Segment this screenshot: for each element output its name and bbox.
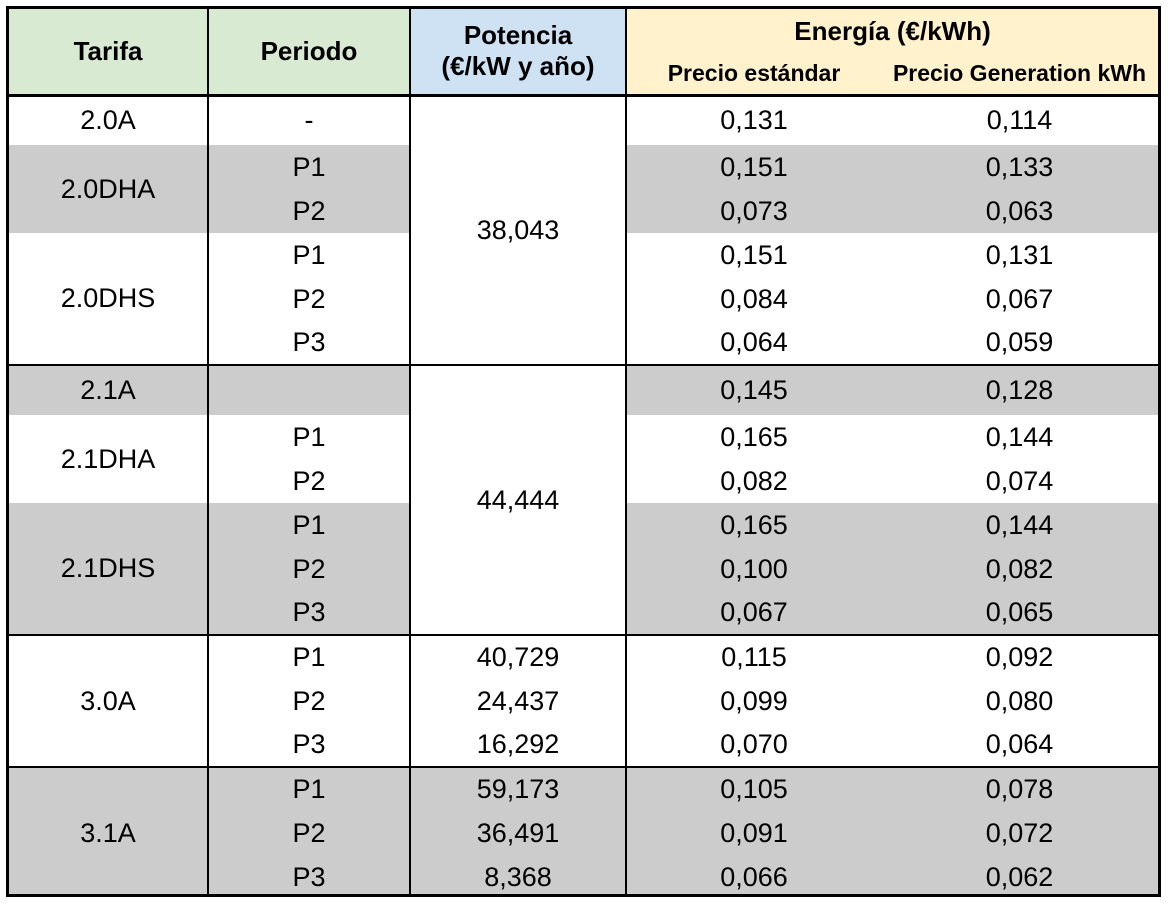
table-row: 3.0A P1 40,729 0,115 0,092 [9,635,1158,768]
precio-generation-cell: 0,082 [881,547,1158,591]
tarifa-cell: 2.0DHS [9,233,208,366]
table-row: 3.1A P1 59,173 0,105 0,078 [9,767,1158,894]
tarifa-cell: 2.1A [9,365,208,415]
potencia-cell: 36,491 [409,811,626,855]
precio-estandar-cell: 0,105 [625,767,881,811]
periodo-cell: P1 [207,233,410,277]
periodo-cell: P2 [207,547,410,591]
precio-estandar-cell: 0,070 [625,723,881,768]
precio-generation-cell: 0,067 [985,283,1054,314]
periodo-cell: P1 [207,635,410,679]
precio-generation-cell: 0,065 [881,591,1158,636]
tarifa-cell: 2.0A [80,105,136,136]
table-row: 2.0A - 38,043 0,131 0,114 [9,95,1158,366]
precio-estandar-cell: 0,131 [625,95,881,145]
periodo-cell: P3 [207,855,410,894]
periodo-cell [207,365,410,415]
periodo-cell: P2 [207,811,410,855]
header-precio-estandar: Precio estándar [625,53,881,97]
periodo-cell: P3 [207,321,410,366]
table-row: 2.0DHA P1 0,151 0,133 [9,145,1158,233]
precio-generation-cell: 0,072 [881,811,1158,855]
periodo-cell: P1 [207,767,410,811]
precio-estandar-cell: 0,100 [625,547,881,591]
header-potencia-line2: (€/kW y año) [441,51,595,82]
potencia-cell: 16,292 [409,723,626,768]
precio-estandar-cell: 0,066 [625,855,881,894]
tariff-table-frame: Tarifa Periodo Potencia (€/kW y año) Ene… [6,6,1161,897]
header-tarifa: Tarifa [9,9,208,97]
table-row: P3 16,292 0,070 0,064 [9,723,1158,768]
table-row: P3 0,064 0,059 [9,321,1158,366]
precio-generation-cell: 0,114 [986,105,1053,136]
header-potencia-line1: Potencia [463,20,573,51]
table-row: 2.1DHA P1 0,165 0,144 [9,415,1158,474]
table-row: 2.0DHS P1 0,151 0,131 [9,233,1158,366]
precio-generation-cell: 0,059 [881,321,1158,366]
periodo-cell: P2 [207,679,410,723]
precio-estandar-cell: 0,165 [625,415,881,459]
precio-estandar-cell: 0,145 [625,365,881,415]
potencia-cell: 38,043 [409,95,626,366]
periodo-cell: P2 [207,189,410,233]
periodo-cell: P2 [207,277,410,321]
precio-estandar-cell: 0,082 [625,459,881,503]
table-row: 2.1A 44,444 0,145 0,128 [9,365,1158,636]
potencia-cell: 59,173 [409,767,626,811]
tarifa-cell: 2.1DHS [9,503,208,636]
precio-estandar-cell: 0,073 [625,189,881,233]
precio-generation-cell: 0,062 [881,855,1158,894]
precio-generation-cell: 0,133 [881,145,1158,189]
periodo-cell: P1 [207,145,410,189]
periodo-cell: - [207,95,410,145]
precio-generation-cell: 0,092 [985,642,1054,672]
header-potencia: Potencia (€/kW y año) [409,9,626,97]
periodo-cell: P3 [207,723,410,768]
potencia-cell: 44,444 [409,365,626,636]
table-row: P2 24,437 0,099 0,080 [9,679,1158,723]
precio-generation-cell: 0,144 [881,503,1158,547]
periodo-cell: P1 [207,503,410,547]
tarifa-cell: 2.1DHA [60,443,156,474]
tariff-price-table: Tarifa Periodo Potencia (€/kW y año) Ene… [9,9,1158,894]
table-row: P2 0,082 0,074 [9,459,1158,503]
precio-generation-cell: 0,080 [985,685,1054,716]
precio-generation-cell: 0,063 [881,189,1158,233]
precio-estandar-cell: 0,099 [625,679,881,723]
potencia-cell: 8,368 [409,855,626,894]
precio-estandar-cell: 0,091 [625,811,881,855]
periodo-cell: P1 [207,415,410,459]
periodo-cell: P3 [207,591,410,636]
header-energia: Energía (€/kWh) [624,9,1158,53]
tarifa-cell: 3.0A [9,635,208,768]
precio-generation-cell: 0,078 [881,767,1158,811]
tarifa-cell: 2.0DHA [9,145,208,233]
potencia-cell: 40,729 [409,635,626,679]
precio-generation-cell: 0,144 [985,421,1054,452]
precio-estandar-cell: 0,165 [625,503,881,547]
tarifa-cell: 3.1A [9,767,208,894]
precio-generation-cell: 0,128 [881,365,1158,415]
precio-estandar-cell: 0,151 [625,145,881,189]
precio-generation-cell: 0,064 [881,723,1158,768]
precio-estandar-cell: 0,064 [625,321,881,366]
precio-generation-cell: 0,074 [985,465,1054,496]
precio-estandar-cell: 0,115 [625,635,881,679]
precio-estandar-cell: 0,067 [625,591,881,636]
periodo-cell: P2 [207,459,410,503]
table-row: P2 0,084 0,067 [9,277,1158,321]
precio-generation-cell: 0,131 [985,239,1054,270]
precio-estandar-cell: 0,151 [625,233,881,277]
precio-estandar-cell: 0,084 [625,277,881,321]
header-periodo: Periodo [207,9,410,97]
potencia-cell: 24,437 [409,679,626,723]
header-precio-generation: Precio Generation kWh [881,53,1158,97]
